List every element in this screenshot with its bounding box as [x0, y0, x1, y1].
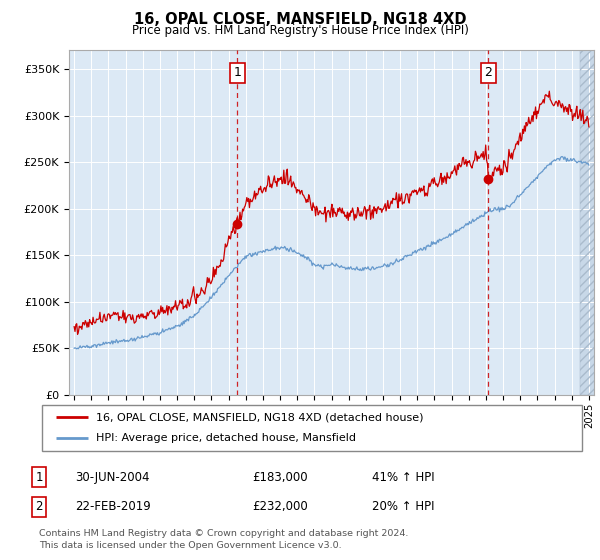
Text: 1: 1: [233, 66, 241, 80]
Text: £232,000: £232,000: [252, 500, 308, 514]
FancyBboxPatch shape: [42, 405, 582, 451]
Text: 20% ↑ HPI: 20% ↑ HPI: [372, 500, 434, 514]
Text: 1: 1: [35, 470, 43, 484]
Text: HPI: Average price, detached house, Mansfield: HPI: Average price, detached house, Mans…: [96, 433, 356, 444]
Bar: [580, 50, 598, 395]
Text: Contains HM Land Registry data © Crown copyright and database right 2024.: Contains HM Land Registry data © Crown c…: [39, 529, 409, 538]
Text: 30-JUN-2004: 30-JUN-2004: [75, 470, 149, 484]
Bar: [580, 50, 598, 395]
Text: 22-FEB-2019: 22-FEB-2019: [75, 500, 151, 514]
Text: 2: 2: [485, 66, 493, 80]
Text: Price paid vs. HM Land Registry's House Price Index (HPI): Price paid vs. HM Land Registry's House …: [131, 24, 469, 36]
Text: 16, OPAL CLOSE, MANSFIELD, NG18 4XD: 16, OPAL CLOSE, MANSFIELD, NG18 4XD: [134, 12, 466, 27]
Text: £183,000: £183,000: [252, 470, 308, 484]
Text: This data is licensed under the Open Government Licence v3.0.: This data is licensed under the Open Gov…: [39, 542, 341, 550]
Text: 41% ↑ HPI: 41% ↑ HPI: [372, 470, 434, 484]
Text: 16, OPAL CLOSE, MANSFIELD, NG18 4XD (detached house): 16, OPAL CLOSE, MANSFIELD, NG18 4XD (det…: [96, 412, 424, 422]
Text: 2: 2: [35, 500, 43, 514]
